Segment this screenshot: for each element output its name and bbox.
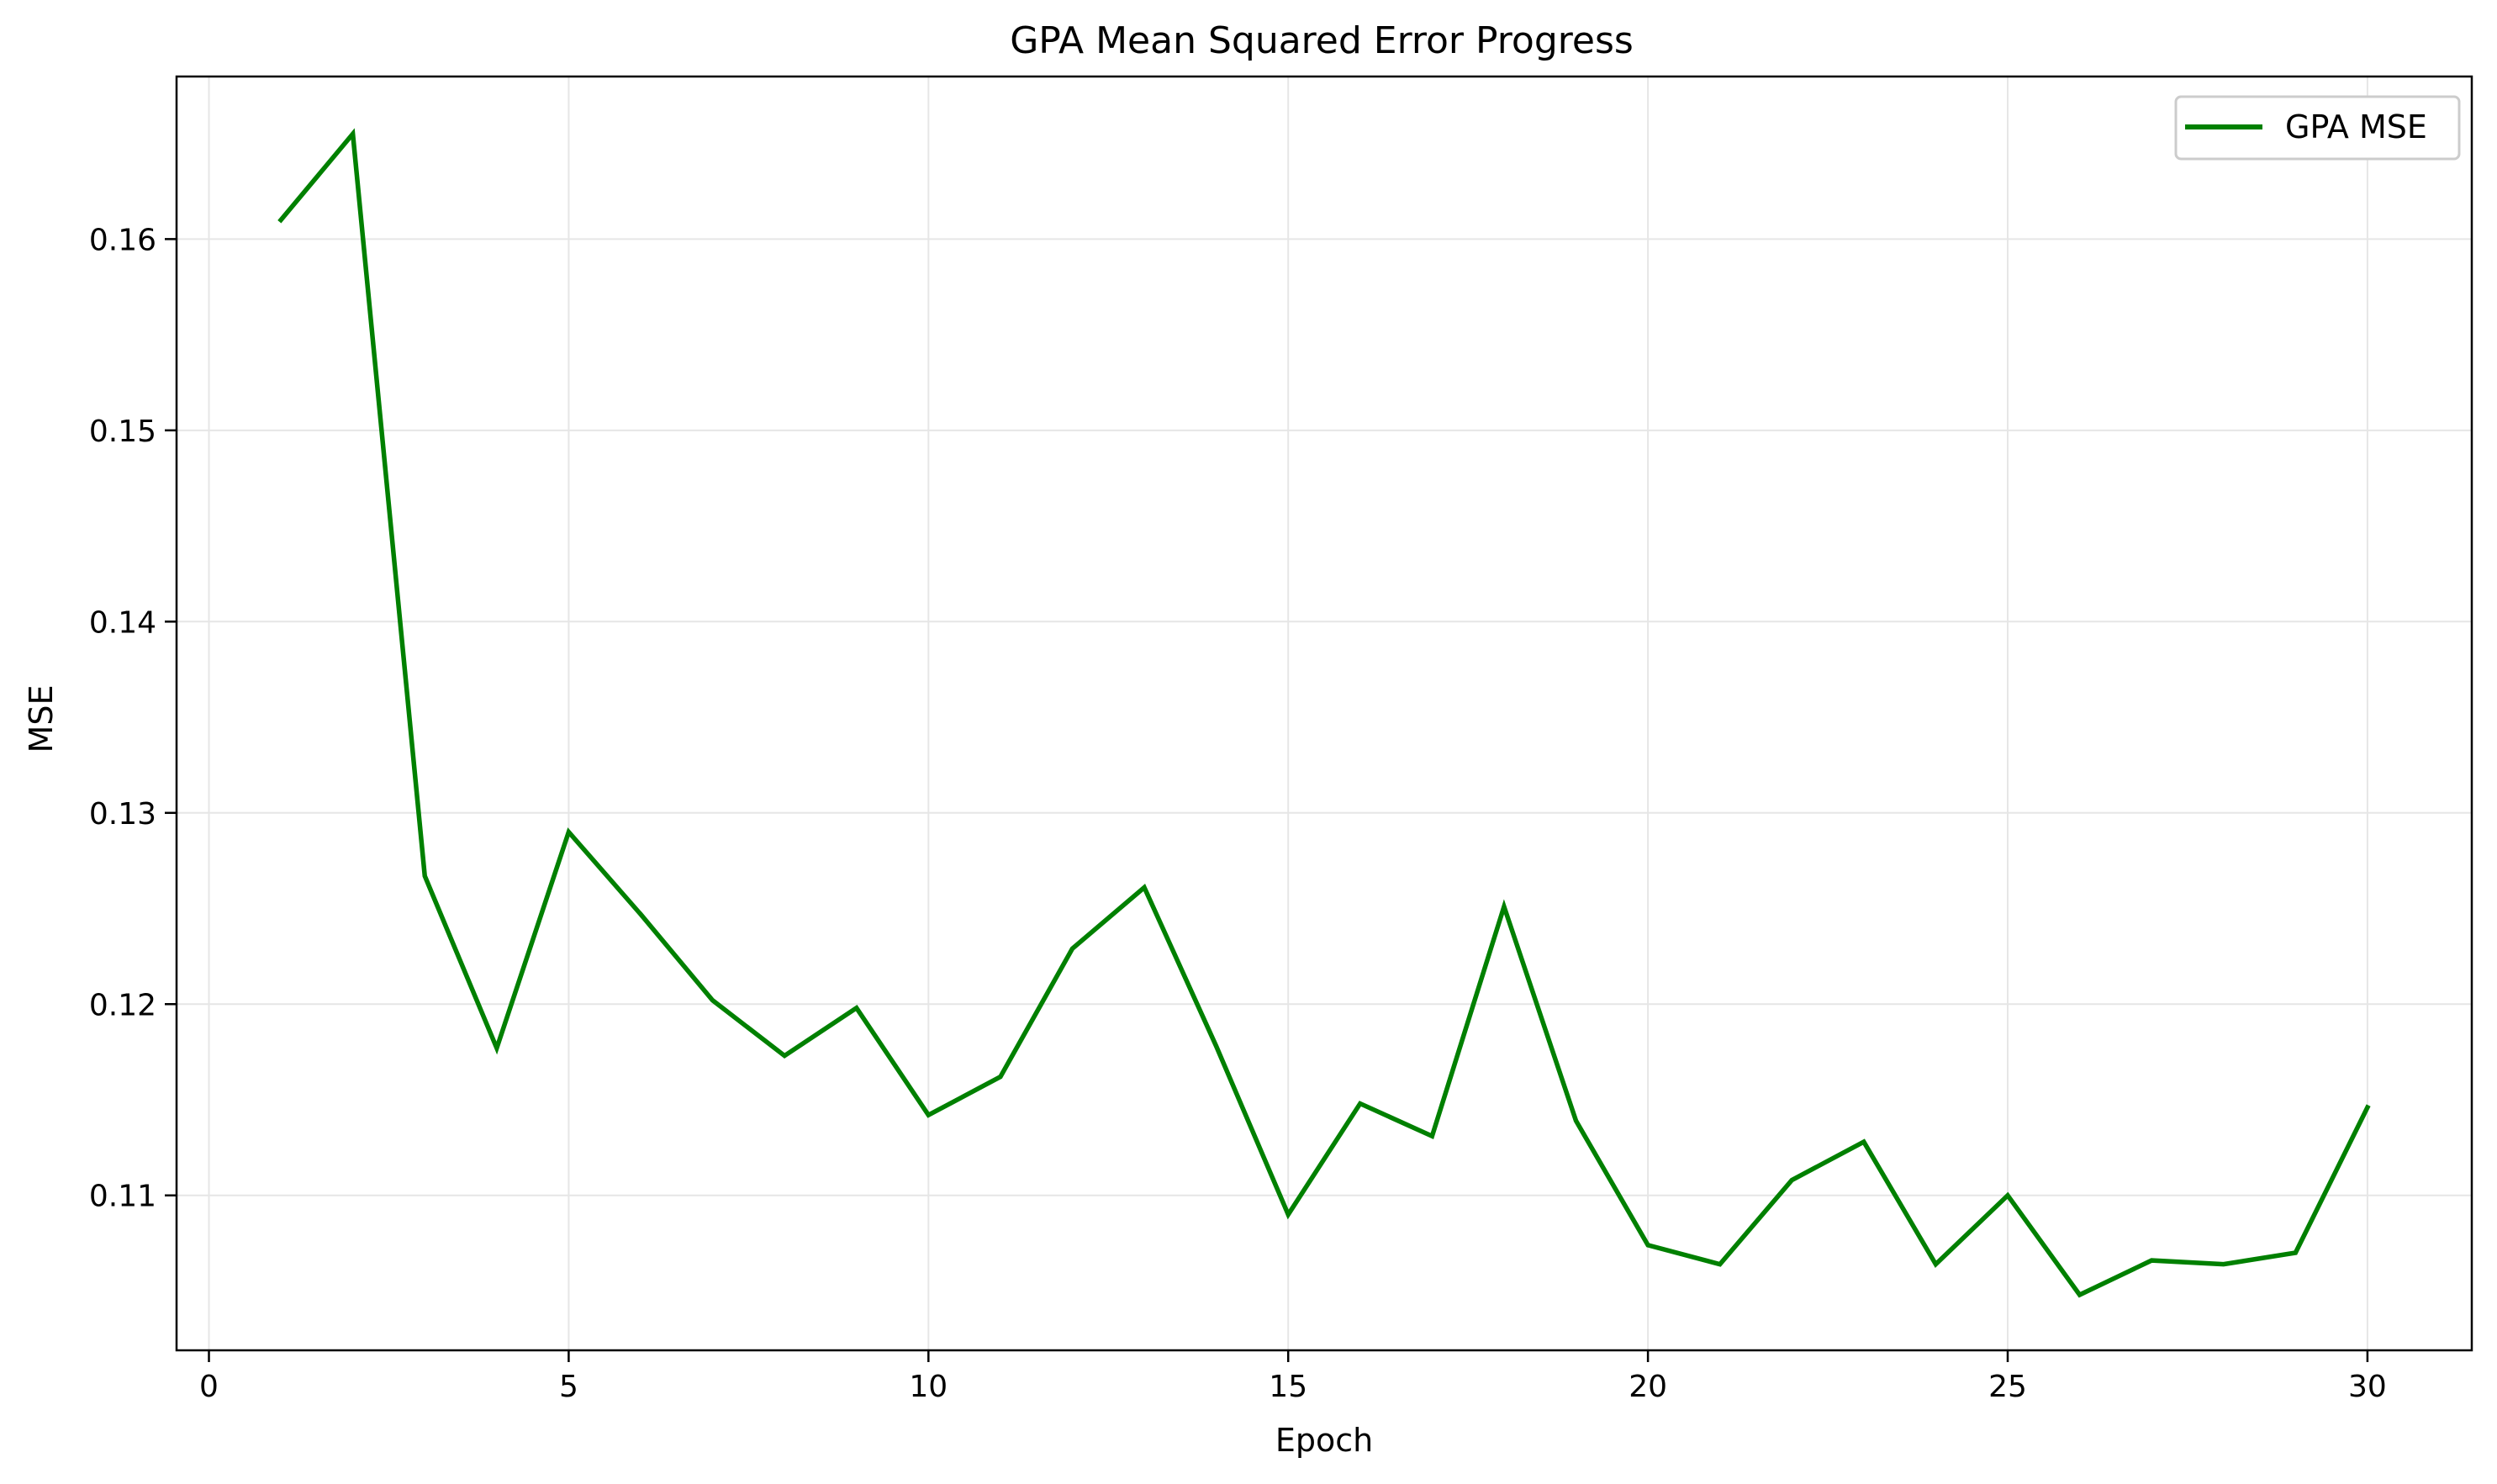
axes-layer <box>175 75 2473 1352</box>
y-tick-label-0.15: 0.15 <box>89 415 156 449</box>
series-line-0 <box>277 128 2371 1298</box>
x-tick-label-5: 5 <box>559 1370 578 1404</box>
x-tick-label-20: 20 <box>1629 1370 1667 1404</box>
legend-label: GPA MSE <box>2285 108 2427 145</box>
series-layer <box>277 128 2371 1298</box>
y-tick-label-0.11: 0.11 <box>89 1180 156 1214</box>
y-tick-label-0.12: 0.12 <box>89 988 156 1022</box>
legend: GPA MSE <box>2174 95 2461 161</box>
plot-frame <box>175 75 2473 1352</box>
x-tick-label-0: 0 <box>199 1370 219 1404</box>
legend-box <box>2174 95 2461 161</box>
y-tick-label-0.16: 0.16 <box>89 223 156 257</box>
x-tick-label-15: 15 <box>1269 1370 1307 1404</box>
grid-layer <box>177 77 2472 1350</box>
x-axis-label: Epoch <box>1275 1422 1373 1459</box>
chart-title: GPA Mean Squared Error Progress <box>1010 19 1634 62</box>
y-axis-label: MSE <box>23 685 60 753</box>
y-tick-label-0.14: 0.14 <box>89 605 156 640</box>
x-tick-label-30: 30 <box>2348 1370 2387 1404</box>
x-tick-label-25: 25 <box>1988 1370 2027 1404</box>
y-tick-label-0.13: 0.13 <box>89 797 156 832</box>
x-tick-label-10: 10 <box>909 1370 948 1404</box>
tick-layer: 0 5 10 15 20 25 30 0.11 0.12 0.13 0.14 0.15 0.16 <box>89 223 2387 1404</box>
